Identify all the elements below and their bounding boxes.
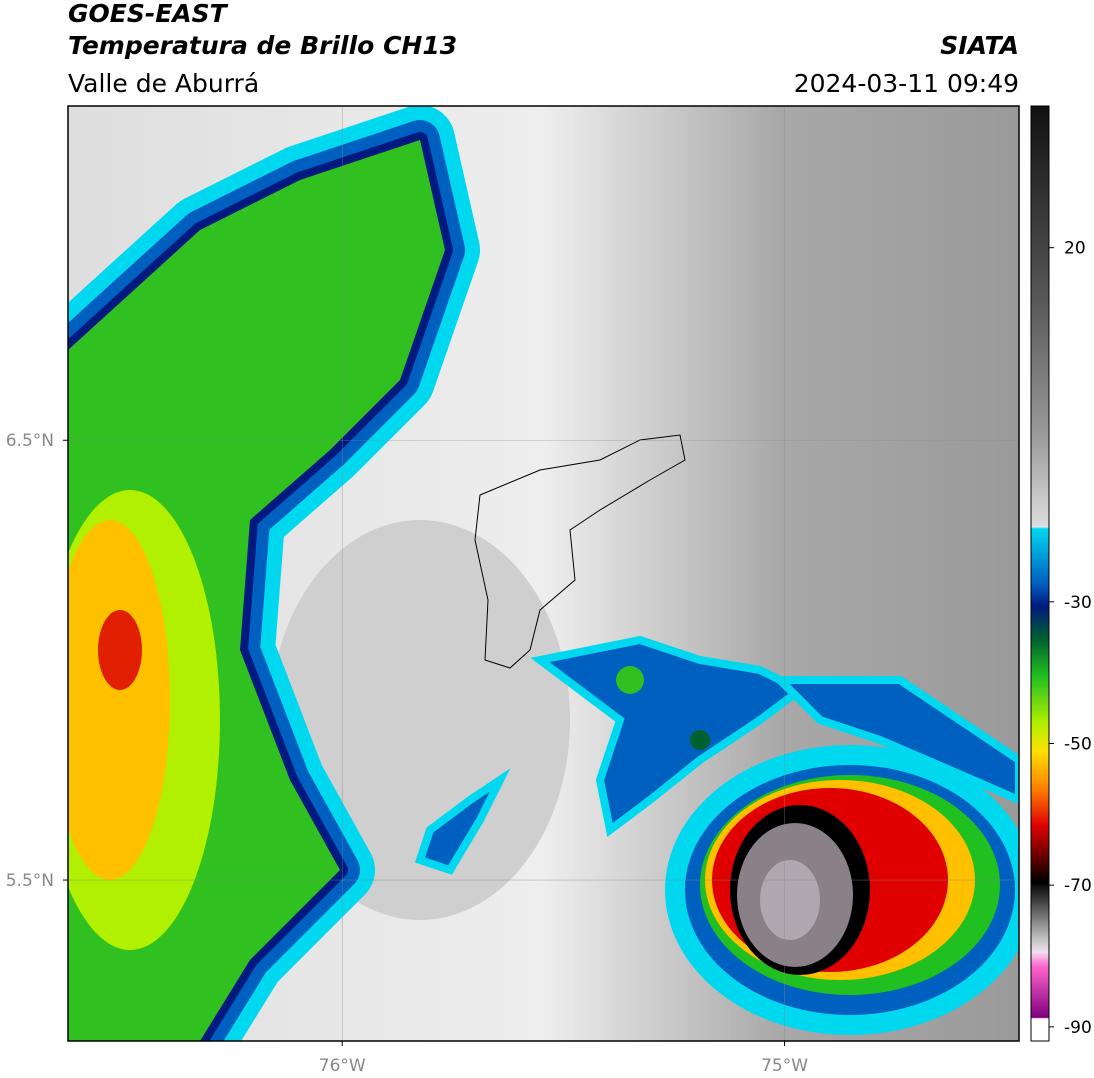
colorbar-tick-label: -30 [1064,593,1092,613]
timestamp: 2024-03-11 09:49 [794,69,1019,98]
storm-cell [665,745,1019,1035]
lon-tick-label: 76°W [319,1056,366,1076]
colorbar-tick-label: -70 [1064,876,1092,896]
aburra-outline [474,434,686,669]
lat-tick-label: 6.5°N [6,431,54,451]
cold-cloud-band [68,106,480,1041]
lon-tick-label: 75°W [761,1056,808,1076]
scattered-cells [414,635,1019,875]
satellite-image [68,106,1019,1041]
subtitle: Temperatura de Brillo CH13 [68,31,457,60]
colorbar [1030,105,1050,1042]
title: GOES-EAST [68,0,229,28]
lat-tick-label: 5.5°N [6,871,54,891]
colorbar-tick-label: -90 [1064,1018,1092,1038]
region: Valle de Aburrá [68,69,259,98]
colorbar-ticks: 20 -30 -50 -70 -90 [1049,239,1092,1038]
colorbar-tick-label: -50 [1064,735,1092,755]
graticule [68,106,1019,1041]
source: SIATA [940,31,1019,60]
colorbar-tick-label: 20 [1064,239,1086,259]
map-ticks: 6.5°N 5.5°N 76°W 75°W [6,431,808,1076]
map-frame [67,105,1020,1042]
